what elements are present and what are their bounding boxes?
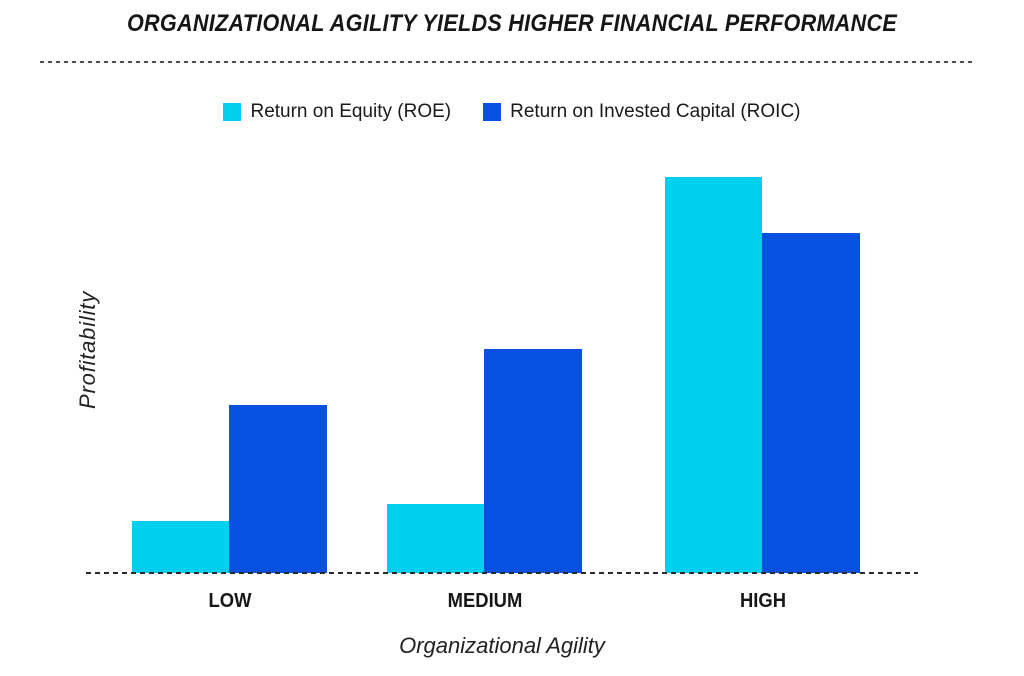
bar-roic-medium [484,349,582,573]
chart-title: ORGANIZATIONAL AGILITY YIELDS HIGHER FIN… [126,10,898,37]
title-dashed-divider [40,61,973,63]
bar-roe-low [132,521,229,573]
legend-label-roic: Return on Invested Capital (ROIC) [510,101,801,122]
legend: Return on Equity (ROE) Return on Investe… [0,101,1024,123]
legend-label-roe: Return on Equity (ROE) [250,101,452,122]
x-axis-title: Organizational Agility [399,633,605,658]
bar-roic-low [229,405,327,573]
x-tick-label-high: HIGH [740,590,786,612]
x-tick-label-medium: MEDIUM [447,590,523,612]
bar-roe-medium [387,504,484,573]
bar-group-medium [387,349,582,573]
bar-roic-high [762,233,860,573]
legend-item-roic: Return on Invested Capital (ROIC) [483,101,801,123]
x-tick-label-low: LOW [208,590,252,612]
bar-group-low [132,405,327,573]
legend-item-roe: Return on Equity (ROE) [223,101,451,123]
x-axis-dashed-baseline [86,572,918,574]
roe-color-swatch [223,103,242,121]
roic-color-swatch [483,103,502,121]
bar-roe-high [665,177,762,573]
y-axis-title: Profitability [75,291,100,409]
bar-group-high [665,177,860,573]
